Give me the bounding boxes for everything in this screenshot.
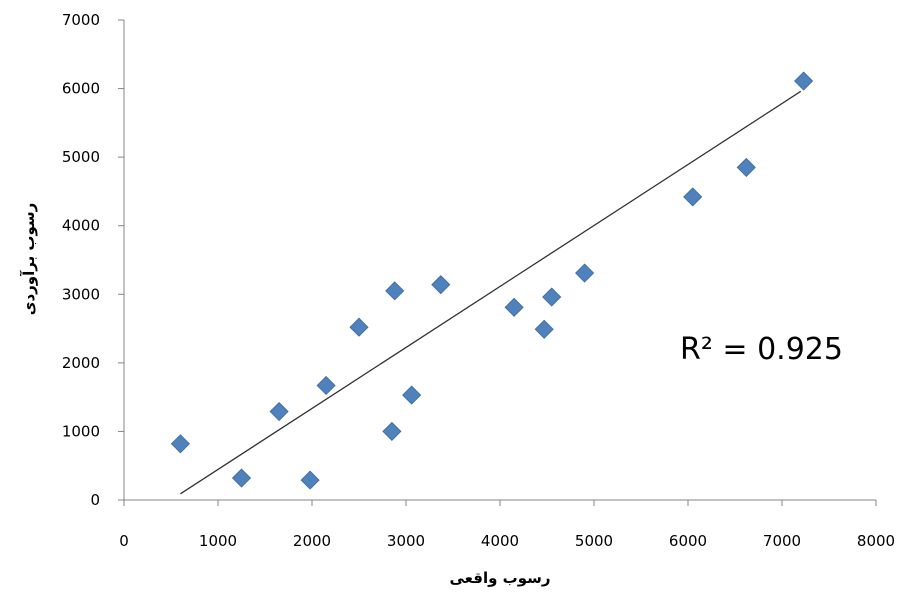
data-point [431,275,451,295]
data-point [349,317,369,337]
data-point [542,287,562,307]
data-point [316,375,336,396]
y-tick-label: 0 [90,491,100,509]
y-tick-label: 7000 [62,11,100,29]
data-point [170,434,190,454]
x-tick-label: 8000 [857,532,895,550]
data-point [504,297,524,317]
x-tick-label: 0 [119,532,129,550]
trendline-group [180,90,802,495]
y-tick-label: 1000 [62,422,100,440]
data-point [385,281,405,301]
x-tick-label: 1000 [199,532,237,550]
x-tick-label: 2000 [293,532,331,550]
data-points [170,71,814,490]
y-tick-label: 3000 [62,285,100,303]
data-point [736,157,756,177]
x-tick-label: 6000 [669,532,707,550]
data-point [382,421,402,441]
x-tick-label: 4000 [481,532,519,550]
data-point [575,263,595,283]
data-point [269,401,289,422]
r-squared-annotation: R² = 0.925 [680,332,843,367]
x-tick-label: 3000 [387,532,425,550]
y-ticks: 0 1000 2000 3000 4000 5000 6000 7000 [62,11,124,509]
axes [123,20,876,501]
data-point [231,468,252,488]
y-tick-label: 6000 [62,80,100,98]
data-point [794,71,814,91]
data-point [300,470,320,490]
x-axis-label: رسوب واقعی [449,569,550,587]
data-point [683,187,703,207]
data-point [402,385,422,405]
data-point [534,319,554,339]
x-ticks: 0 1000 2000 3000 4000 5000 6000 7000 8000 [119,500,895,550]
x-tick-label: 5000 [575,532,613,550]
x-tick-label: 7000 [763,532,801,550]
y-tick-label: 5000 [62,148,100,166]
trendline [180,90,802,495]
y-tick-label: 2000 [62,354,100,372]
y-axis-label: رسوب برآوردی [20,203,38,316]
y-tick-label: 4000 [62,217,100,235]
